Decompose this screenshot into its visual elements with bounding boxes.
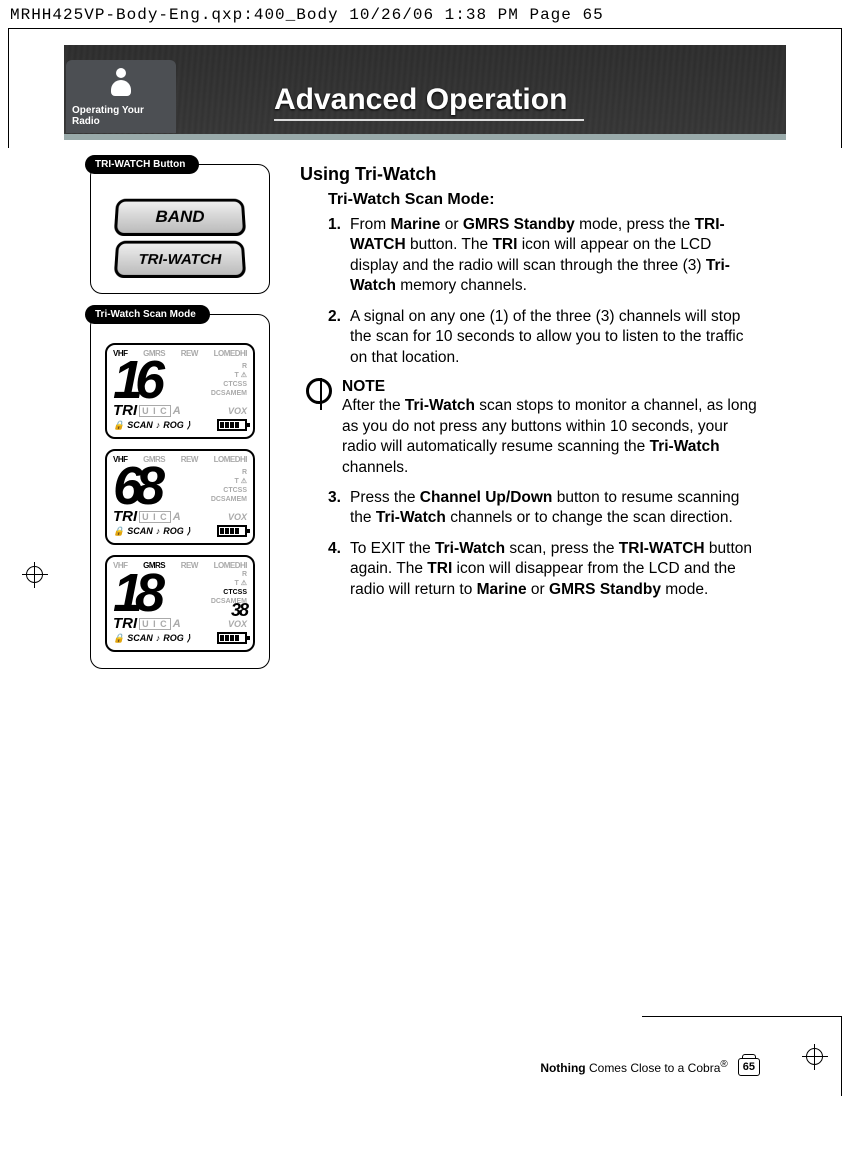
note-icon (306, 378, 332, 404)
heading-scan-mode: Tri-Watch Scan Mode: (328, 191, 760, 209)
note-box: NOTE After the Tri-Watch scan stops to m… (306, 378, 760, 478)
band-button-illus: BAND (114, 199, 247, 236)
step-3: 3. Press the Channel Up/Down button to r… (328, 488, 760, 529)
callout-scanmode: Tri-Watch Scan Mode VHFGMRSREWLOMEDHI 16… (90, 314, 270, 669)
tab-label: Operating Your Radio (72, 105, 170, 127)
callout-label: TRI-WATCH Button (85, 155, 199, 174)
triwatch-button-illus: TRI-WATCH (114, 241, 247, 278)
lcd-screen-2: VHFGMRSREWLOMEDHI 68RT ⚠CTCSSDCSAMEM TRI… (105, 449, 255, 545)
section-title: Advanced Operation (274, 83, 567, 117)
registration-mark-left (22, 562, 48, 588)
lcd-screen-1: VHFGMRSREWLOMEDHI 16RT ⚠CTCSSDCSAMEM TRI… (105, 343, 255, 439)
step-4: 4. To EXIT the Tri-Watch scan, press the… (328, 539, 760, 600)
heading-using-triwatch: Using Tri-Watch (300, 164, 760, 185)
person-icon (104, 68, 138, 102)
main-content: Using Tri-Watch Tri-Watch Scan Mode: 1. … (300, 164, 760, 610)
tab-operating: Operating Your Radio (66, 60, 176, 133)
crop-mark-bottom (642, 1016, 842, 1096)
header-line: MRHH425VP-Body-Eng.qxp:400_Body 10/26/06… (0, 0, 850, 30)
lcd-screen-3: VHFGMRSREWLOMEDHI 18RT ⚠CTCSSDCSAMEM38 T… (105, 555, 255, 652)
step-2: 2. A signal on any one (1) of the three … (328, 307, 760, 368)
callout-label: Tri-Watch Scan Mode (85, 305, 210, 324)
step-1: 1. From Marine or GMRS Standby mode, pre… (328, 215, 760, 297)
callout-triwatch-button: TRI-WATCH Button BAND TRI-WATCH (90, 164, 270, 294)
